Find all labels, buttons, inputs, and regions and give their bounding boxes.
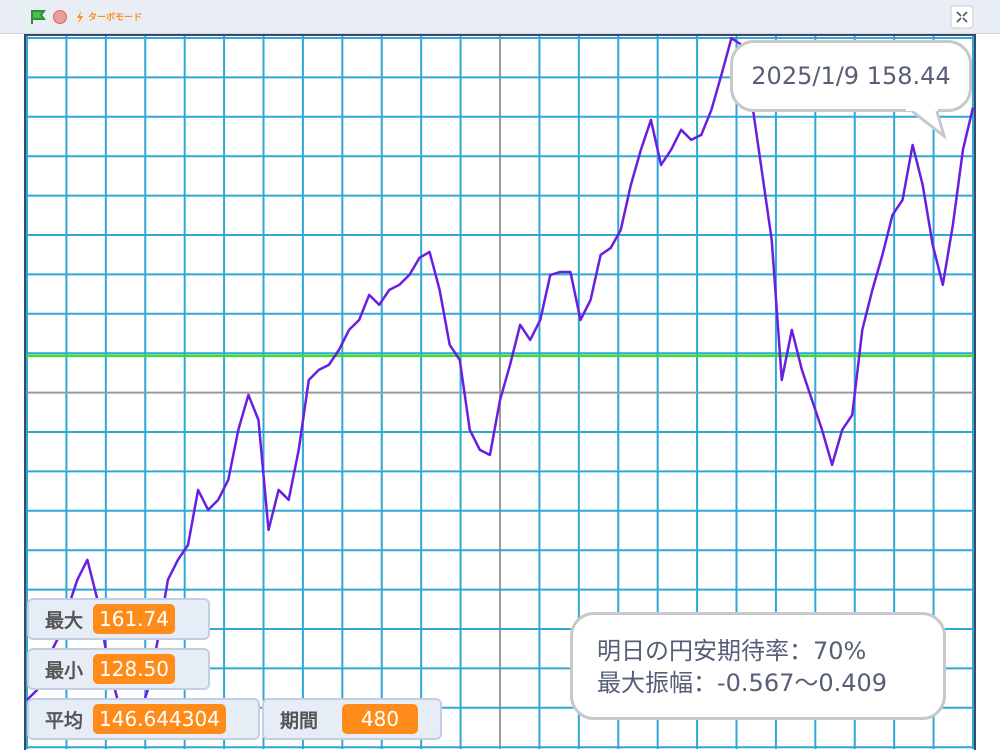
toolbar: ターボモード bbox=[0, 0, 1000, 34]
bubble-line: 明日の円安期待率：70% bbox=[597, 637, 867, 665]
turbo-mode: ターボモード bbox=[88, 13, 143, 23]
turbo-icon bbox=[77, 11, 83, 24]
monitor-value: 161.74 bbox=[93, 604, 175, 634]
toolbar-icons bbox=[31, 5, 974, 29]
monitor-label: 期間 bbox=[280, 709, 319, 732]
bubble-line: 最大振幅：-0.567～0.409 bbox=[597, 669, 888, 697]
monitor-label: 最小 bbox=[45, 659, 84, 682]
monitor-max: 最大 161.74 bbox=[27, 598, 210, 640]
monitor-label: 平均 bbox=[45, 709, 84, 732]
monitor-value: 480 bbox=[342, 704, 419, 734]
monitor-min: 最小 128.50 bbox=[27, 648, 210, 690]
monitor-mean: 平均 146.644304 bbox=[27, 698, 260, 740]
monitor-value: 146.644304 bbox=[93, 704, 226, 734]
monitor-value: 128.50 bbox=[93, 654, 175, 684]
price-line bbox=[26, 36, 975, 740]
green-flag[interactable] bbox=[31, 10, 46, 24]
fullscreen-button[interactable] bbox=[950, 5, 974, 29]
date: 2025/1/9 bbox=[751, 62, 860, 90]
fullscreen-icon bbox=[956, 11, 968, 23]
rate: 158.44 bbox=[866, 62, 951, 90]
bubble-tail bbox=[906, 108, 947, 140]
stop-button[interactable] bbox=[53, 10, 67, 24]
speech-bubble: 明日の円安期待率：70% 最大振幅：-0.567～0.409 bbox=[570, 612, 946, 720]
monitor-period: 期間 480 bbox=[262, 698, 442, 740]
speech-bubble: 2025/1/9 158.44 bbox=[730, 40, 972, 112]
monitor-label: 最大 bbox=[45, 609, 84, 632]
